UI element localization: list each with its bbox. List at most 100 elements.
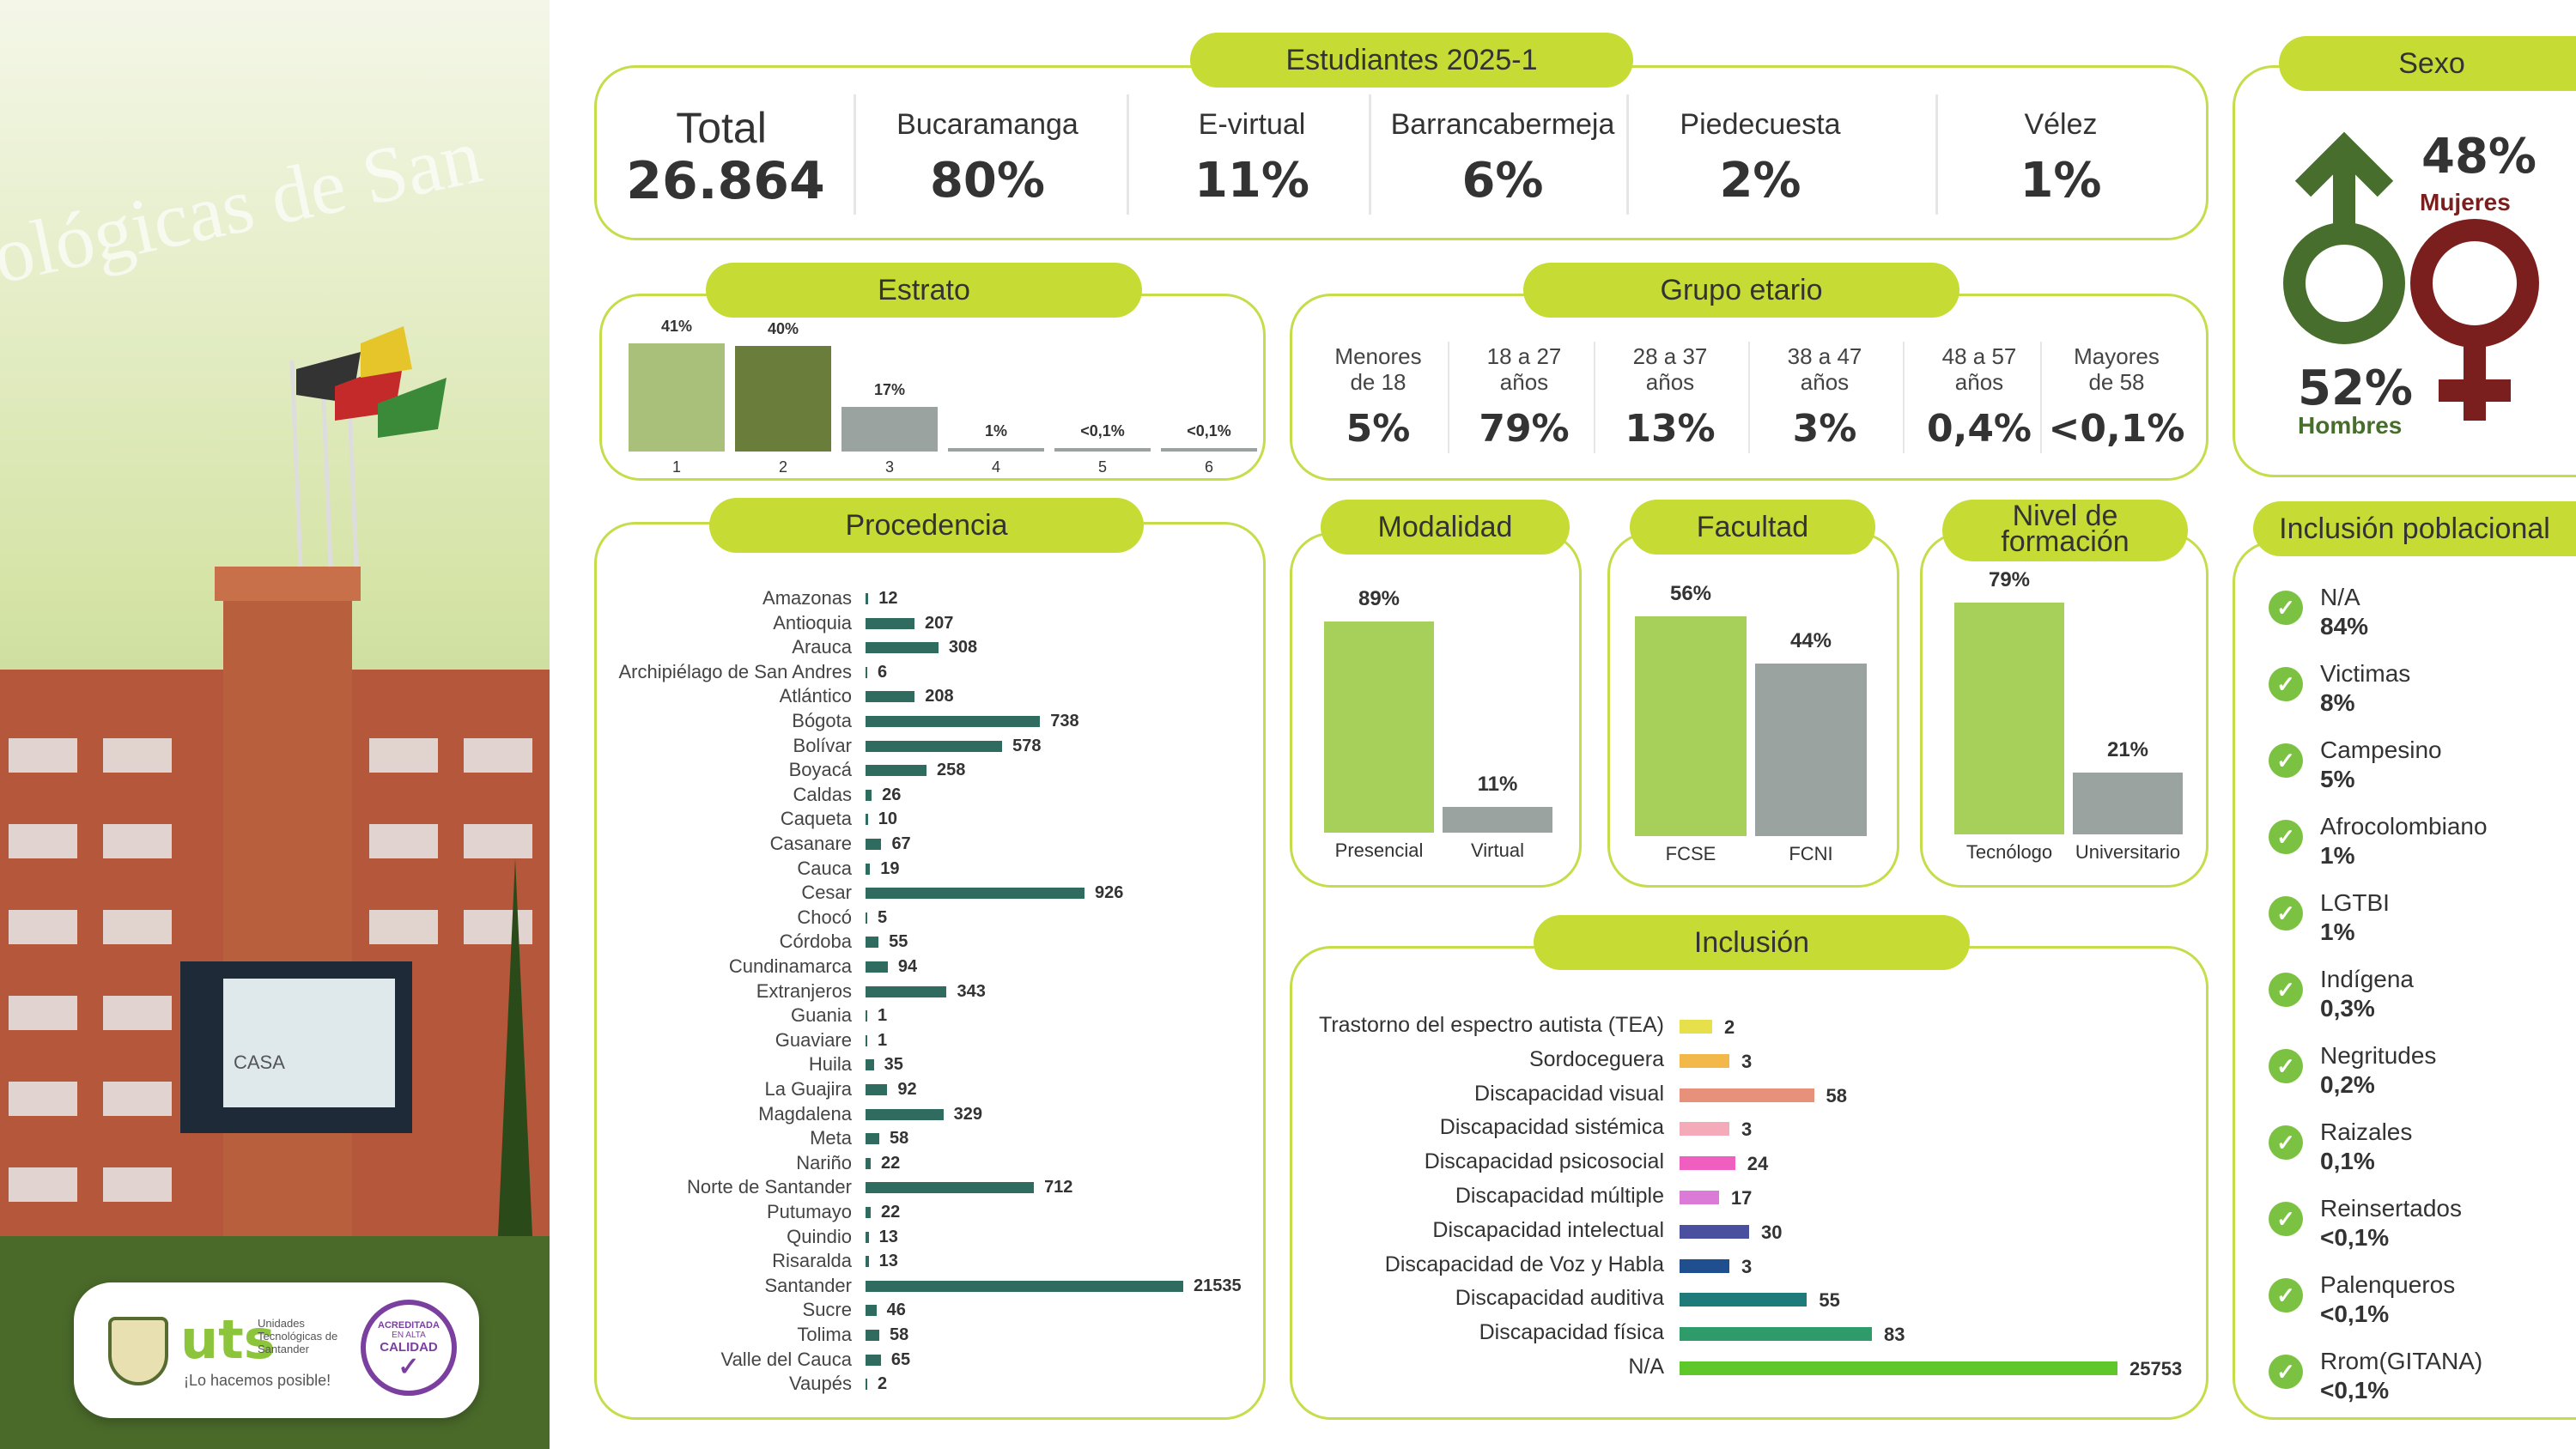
inclusion-value: 30 bbox=[1760, 1221, 1783, 1243]
estrato-chart-bar-label: <0,1% bbox=[1080, 422, 1125, 440]
estrato-chart-category: 3 bbox=[884, 458, 894, 476]
procedencia-bar bbox=[866, 937, 879, 949]
inclusion-value: 3 bbox=[1741, 1119, 1753, 1141]
logo-card: uts Unidades Tecnológicas de Santander ¡… bbox=[74, 1282, 479, 1418]
procedencia-value: 35 bbox=[884, 1055, 903, 1075]
female-icon bbox=[2410, 219, 2539, 421]
procedencia-value: 92 bbox=[897, 1080, 917, 1099]
procedencia-value: 308 bbox=[948, 638, 978, 658]
inclusion-bar bbox=[1680, 1327, 1872, 1342]
site-name: Bucaramanga bbox=[896, 108, 1078, 141]
estrato-chart-bar-label: <0,1% bbox=[1187, 422, 1231, 440]
procedencia-category: Huila bbox=[808, 1053, 852, 1076]
procedencia-value: 58 bbox=[889, 1129, 909, 1149]
population-name: Reinsertados bbox=[2320, 1195, 2462, 1222]
population-name: N/A bbox=[2320, 584, 2360, 610]
procedencia-category: Córdoba bbox=[779, 931, 852, 953]
inclusion-value: 2 bbox=[1724, 1016, 1735, 1038]
procedencia-category: Boyacá bbox=[788, 759, 852, 781]
divider bbox=[2040, 342, 2042, 453]
population-value: 5% bbox=[2320, 766, 2355, 792]
procedencia-value: 738 bbox=[1050, 712, 1079, 731]
procedencia-value: 13 bbox=[878, 1227, 898, 1246]
estrato-chart-bar-label: 1% bbox=[984, 422, 1007, 440]
population-value: <0,1% bbox=[2320, 1377, 2390, 1404]
inclusion-category: Discapacidad sistémica bbox=[1439, 1115, 1664, 1140]
procedencia-value: 329 bbox=[953, 1104, 982, 1124]
inclusion-category: N/A bbox=[1628, 1355, 1664, 1379]
procedencia-title: Procedencia bbox=[709, 498, 1144, 553]
procedencia-category: Tolima bbox=[797, 1324, 852, 1345]
procedencia-value: 207 bbox=[925, 613, 954, 633]
procedencia-bar bbox=[866, 1231, 869, 1243]
inclusion-value: 17 bbox=[1730, 1187, 1753, 1209]
site-name: E-virtual bbox=[1198, 108, 1306, 141]
procedencia-bar bbox=[866, 985, 947, 997]
site-percent: 2% bbox=[1719, 153, 1801, 209]
estrato-chart-category: 5 bbox=[1097, 458, 1107, 476]
inclusion-bar bbox=[1680, 1258, 1729, 1273]
check-icon: ✓ bbox=[2269, 896, 2303, 931]
procedencia-card bbox=[594, 522, 1266, 1420]
inclusion-value: 3 bbox=[1741, 1255, 1753, 1277]
estrato-chart-bar bbox=[1161, 448, 1257, 452]
procedencia-category: Norte de Santander bbox=[686, 1176, 852, 1198]
procedencia-bar bbox=[866, 691, 915, 703]
procedencia-bar bbox=[866, 1157, 872, 1169]
procedencia-category: Bolívar bbox=[793, 734, 852, 756]
procedencia-category: Bógota bbox=[792, 710, 852, 731]
check-icon: ✓ bbox=[2269, 743, 2303, 778]
procedencia-value: 94 bbox=[897, 957, 918, 976]
fac-chart-bar bbox=[1635, 616, 1747, 836]
procedencia-value: 12 bbox=[878, 589, 898, 608]
age-group-label: 28 a 37 años bbox=[1632, 343, 1708, 395]
procedencia-category: Sucre bbox=[802, 1299, 852, 1321]
procedencia-bar bbox=[866, 1084, 888, 1095]
site-percent: 11% bbox=[1194, 153, 1310, 209]
fac-chart-category: FCNI bbox=[1789, 843, 1833, 864]
procedencia-category: Magdalena bbox=[758, 1102, 852, 1125]
modalidad-title: Modalidad bbox=[1321, 500, 1570, 555]
procedencia-value: 19 bbox=[880, 858, 900, 878]
procedencia-bar bbox=[866, 593, 869, 604]
procedencia-value: 1 bbox=[878, 1006, 888, 1026]
population-name: Indígena bbox=[2320, 966, 2414, 992]
niv-chart-category: Tecnólogo bbox=[1965, 841, 2053, 863]
procedencia-bar bbox=[866, 1034, 867, 1046]
procedencia-category: Archipiélago de San Andres bbox=[618, 660, 852, 682]
population-value: <0,1% bbox=[2320, 1300, 2390, 1327]
check-icon: ✓ bbox=[2269, 667, 2303, 701]
gender-icons bbox=[2283, 131, 2539, 421]
male-label: Hombres bbox=[2298, 412, 2403, 439]
procedencia-value: 258 bbox=[937, 761, 966, 780]
inclusion-category: Discapacidad múltiple bbox=[1455, 1184, 1664, 1208]
age-group-percent: 3% bbox=[1792, 407, 1857, 451]
population-value: 1% bbox=[2320, 842, 2355, 869]
inclusion-bar bbox=[1680, 1020, 1712, 1034]
population-value: 8% bbox=[2320, 689, 2355, 716]
procedencia-category: Chocó bbox=[797, 906, 852, 928]
population-name: Raizales bbox=[2320, 1119, 2413, 1145]
population-name: Palenqueros bbox=[2320, 1271, 2456, 1298]
procedencia-bar bbox=[866, 740, 1003, 752]
procedencia-value: 65 bbox=[890, 1349, 911, 1369]
estrato-title: Estrato bbox=[706, 263, 1142, 318]
site-name: Vélez bbox=[2024, 108, 2098, 141]
procedencia-value: 13 bbox=[878, 1252, 898, 1271]
procedencia-bar bbox=[866, 666, 867, 678]
divider bbox=[1903, 342, 1905, 453]
procedencia-category: Quindio bbox=[787, 1225, 852, 1247]
procedencia-category: Arauca bbox=[792, 636, 852, 658]
procedencia-bar bbox=[866, 839, 882, 850]
site-name: Barrancabermeja bbox=[1390, 108, 1615, 141]
nivel-title: Nivel de formación bbox=[1942, 500, 2188, 561]
procedencia-bar bbox=[866, 961, 888, 973]
divider bbox=[1594, 342, 1595, 453]
niv-chart-category: Universitario bbox=[2075, 841, 2181, 863]
inclusion-bar bbox=[1680, 1088, 1814, 1102]
inclusion-card bbox=[1290, 946, 2208, 1420]
population-name: Campesino bbox=[2320, 737, 2442, 763]
inclusion-category: Discapacidad física bbox=[1479, 1320, 1664, 1345]
svg-text:CASA: CASA bbox=[234, 1052, 285, 1073]
population-value: 0,3% bbox=[2320, 995, 2375, 1022]
